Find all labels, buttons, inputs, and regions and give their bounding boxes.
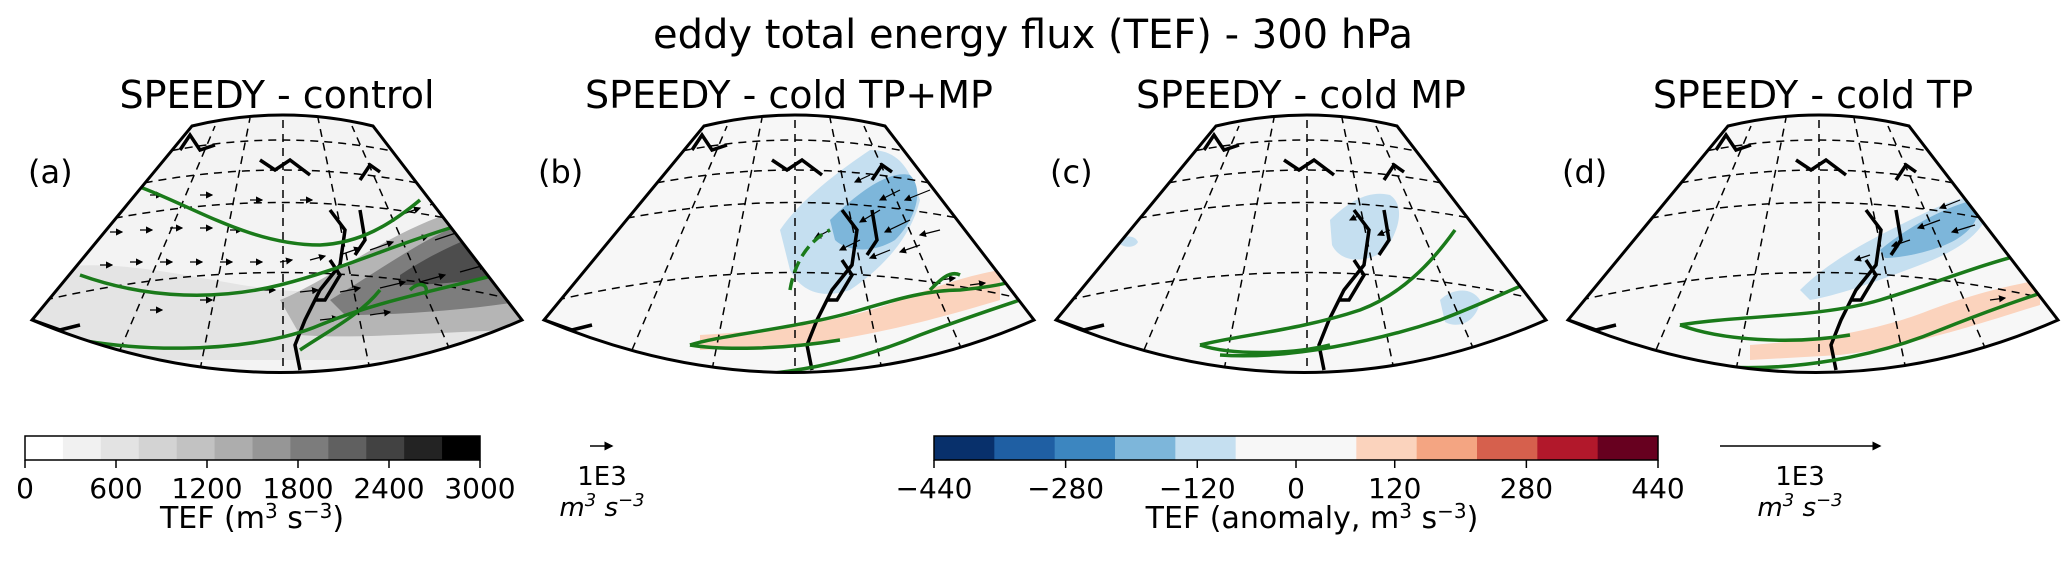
colorbar-anomaly: −440 −280 −120 0 120 280 440 TEF (anomaly, m3 … [896,435,1685,536]
colorbar-anomaly-cell [1115,436,1176,460]
colorbar-control-tick-label: 2400 [353,472,424,505]
colorbar-control-cell [62,436,102,460]
colorbar-control-tick-label: 1800 [262,472,333,505]
colorbar-control-cell [25,436,64,460]
colorbar-control-cell [328,436,367,460]
quiver-key-control: 1E3 m3 s−3 [559,441,645,523]
colorbar-anomaly-label: TEF (anomaly, m3 s−3) [1145,499,1479,536]
panel-b-map [541,113,1037,374]
colorbar-anomaly-cell [1537,436,1599,460]
quiver-key-control-value: 1E3 [577,462,627,492]
colorbar-anomaly-cell [994,436,1056,460]
colorbar-anomaly-tick-label: 440 [1631,472,1684,505]
colorbar-control-cell [366,436,405,460]
colorbar-anomaly-tick-label: 280 [1500,472,1553,505]
colorbar-anomaly-cell [1235,436,1297,460]
colorbar-anomaly-ticks: −440 −280 −120 0 120 280 440 [896,460,1685,505]
quiver-key-anomaly-unit: m3 s−3 [1757,490,1842,523]
panel-b-title: SPEEDY - cold TP+MP [585,73,993,117]
colorbar-anomaly-cell [1416,436,1478,460]
colorbar-control-tick-label: 1200 [171,472,242,505]
panel-a-title: SPEEDY - control [119,73,434,117]
colorbar-anomaly-cells [934,436,1659,460]
colorbar-control-tick-label: 600 [89,472,142,505]
colorbar-control-cell [176,436,216,460]
colorbar-anomaly-tick-label: 0 [1287,472,1305,505]
panel-d-title: SPEEDY - cold TP [1653,73,1973,117]
colorbar-control-cell [404,436,443,460]
colorbar-control-tick-label: 3000 [444,472,515,505]
panel-c-title: SPEEDY - cold MP [1136,73,1466,117]
panel-c-label: (c) [1050,153,1093,191]
colorbar-control-cell [214,436,253,460]
colorbar-control-label: TEF (m3 s−3) [159,499,344,536]
colorbar-control-cell [138,436,178,460]
colorbar-anomaly-cell [1356,436,1418,460]
panel-a-label: (a) [28,153,73,191]
colorbar-control-cell [442,436,481,460]
colorbar-control-cells [25,436,481,460]
panel-d-map [1565,113,2061,374]
panel-a-map [29,113,525,374]
colorbar-anomaly-tick-label: −440 [896,472,973,505]
colorbar-anomaly-cell [1296,436,1357,460]
panel-b-label: (b) [538,153,583,191]
quiver-key-anomaly: 1E3 m3 s−3 [1720,441,1882,523]
colorbar-anomaly-cell [1175,436,1237,460]
colorbar-control-cell [252,436,291,460]
quiver-key-control-unit: m3 s−3 [559,490,644,523]
figure-title: eddy total energy flux (TEF) - 300 hPa [653,12,1413,58]
colorbar-control-ticks: 0 600 1200 1800 2400 3000 [16,460,516,505]
colorbar-control-cell [100,436,140,460]
colorbar-control-tick-label: 0 [16,472,34,505]
colorbar-anomaly-tick-label: −120 [1159,472,1236,505]
colorbar-anomaly-tick-label: 120 [1368,472,1421,505]
colorbar-control-cell [290,436,329,460]
colorbar-anomaly-cell [1597,436,1659,460]
colorbar-anomaly-tick-label: −280 [1027,472,1104,505]
colorbar-anomaly-cell [934,436,995,460]
colorbar-anomaly-cell [1477,436,1538,460]
colorbar-control: 0 600 1200 1800 2400 3000 TEF (m3 s−3) [16,435,516,536]
quiver-key-anomaly-value: 1E3 [1775,462,1825,492]
colorbar-anomaly-cell [1054,436,1116,460]
panel-d-label: (d) [1562,153,1607,191]
panel-c-map [1053,113,1549,374]
